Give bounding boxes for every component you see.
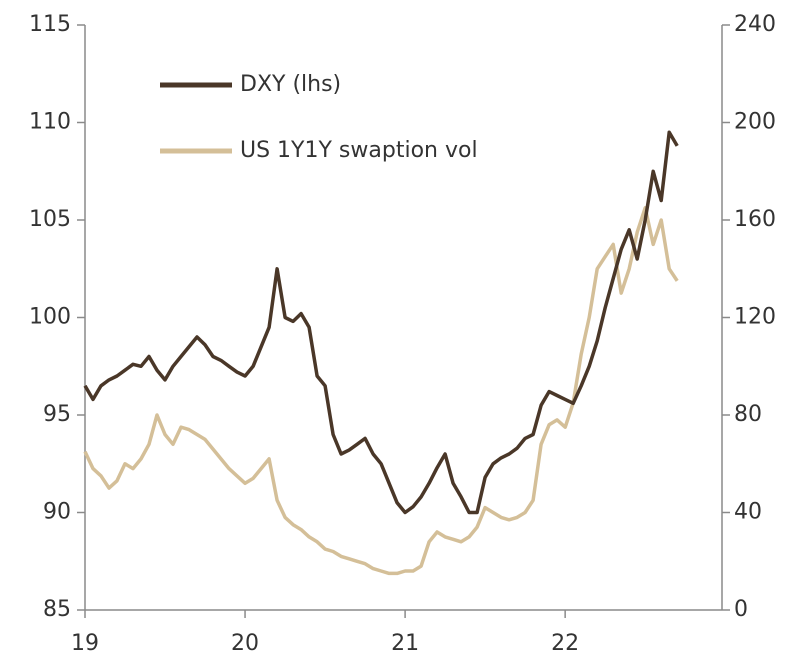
- y-tick-label: 105: [29, 207, 71, 232]
- series-line: [83, 206, 679, 576]
- x-tick-label: 19: [71, 631, 99, 656]
- x-tick-label: 22: [551, 631, 579, 656]
- y2-tick-label: 120: [734, 305, 776, 330]
- y2-tick-label: 200: [734, 110, 776, 135]
- y-tick-label: 95: [43, 402, 71, 427]
- y-tick-label: 100: [29, 305, 71, 330]
- x-tick-label: 20: [231, 631, 259, 656]
- legend-label: US 1Y1Y swaption vol: [240, 138, 478, 163]
- y2-tick-label: 80: [734, 402, 762, 427]
- x-tick-label: 21: [391, 631, 419, 656]
- y2-tick-label: 160: [734, 207, 776, 232]
- y-tick-label: 110: [29, 110, 71, 135]
- y2-tick-label: 40: [734, 500, 762, 525]
- y2-tick-label: 240: [734, 12, 776, 37]
- y-tick-label: 90: [43, 500, 71, 525]
- y2-tick-label: 0: [734, 597, 748, 622]
- series-line: [83, 130, 679, 515]
- legend-label: DXY (lhs): [240, 72, 341, 97]
- y-tick-label: 115: [29, 12, 71, 37]
- y-tick-label: 85: [43, 597, 71, 622]
